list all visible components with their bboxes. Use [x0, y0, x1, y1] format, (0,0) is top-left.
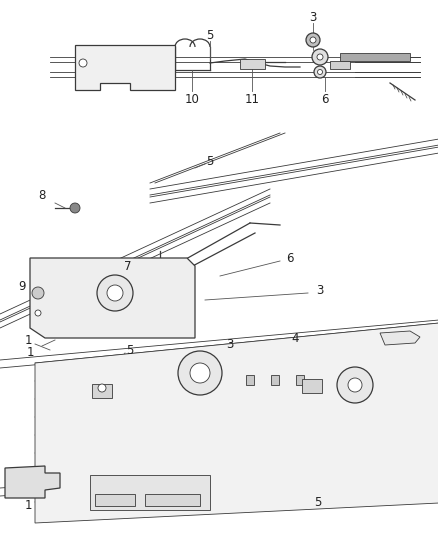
Text: 3: 3: [226, 338, 233, 351]
Bar: [92, 384, 112, 398]
Text: 5: 5: [206, 155, 213, 167]
Circle shape: [190, 363, 209, 383]
Ellipse shape: [123, 59, 153, 71]
Text: 11: 11: [244, 93, 259, 106]
Polygon shape: [379, 331, 419, 345]
Text: 5: 5: [314, 497, 321, 510]
Circle shape: [311, 49, 327, 65]
Text: 7: 7: [124, 260, 131, 272]
Text: 5: 5: [206, 28, 213, 42]
Text: 1: 1: [26, 346, 34, 359]
Bar: [95, 494, 135, 506]
Polygon shape: [75, 45, 175, 90]
Text: 4: 4: [290, 333, 298, 345]
Text: 3: 3: [309, 11, 316, 23]
Bar: [90, 475, 209, 510]
Text: 10: 10: [184, 93, 199, 106]
Circle shape: [32, 287, 44, 299]
Bar: [145, 494, 200, 506]
Circle shape: [79, 59, 87, 67]
Circle shape: [107, 285, 123, 301]
Bar: [301, 379, 321, 393]
Text: 1: 1: [24, 335, 32, 348]
Bar: [245, 375, 254, 385]
Text: 5: 5: [126, 343, 134, 357]
Circle shape: [316, 54, 322, 60]
Bar: [240, 59, 265, 69]
Text: 6: 6: [321, 93, 328, 106]
Text: 3: 3: [316, 284, 323, 296]
Circle shape: [70, 203, 80, 213]
Circle shape: [313, 66, 325, 78]
Text: 1: 1: [24, 499, 32, 513]
Circle shape: [35, 310, 41, 316]
Polygon shape: [5, 466, 60, 498]
Circle shape: [305, 33, 319, 47]
Circle shape: [309, 37, 315, 43]
Text: 8: 8: [38, 189, 46, 201]
Circle shape: [177, 351, 222, 395]
Bar: [295, 375, 303, 385]
Bar: [329, 61, 349, 69]
Circle shape: [347, 378, 361, 392]
Circle shape: [317, 69, 322, 75]
Polygon shape: [35, 323, 438, 523]
Circle shape: [336, 367, 372, 403]
Bar: [270, 375, 279, 385]
Bar: [339, 53, 409, 61]
Circle shape: [98, 384, 106, 392]
Text: 6: 6: [286, 252, 293, 264]
Polygon shape: [30, 258, 194, 338]
Circle shape: [97, 275, 133, 311]
Text: 9: 9: [18, 279, 26, 293]
